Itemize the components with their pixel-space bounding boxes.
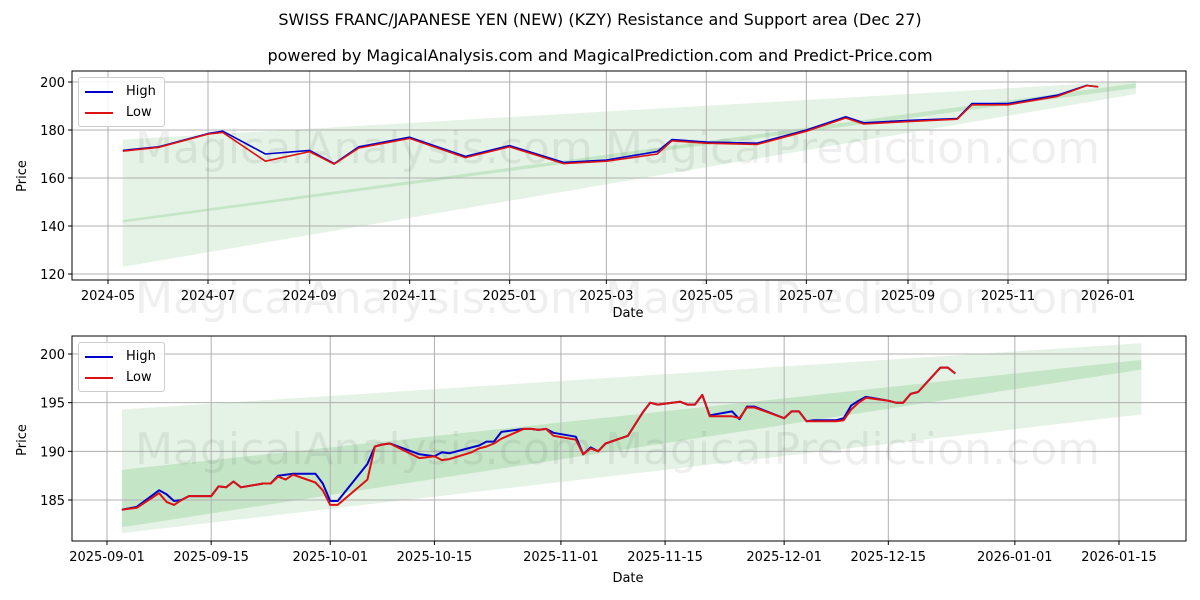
- x-tick-label: 2025-05: [679, 289, 733, 304]
- legend-label-high: High: [126, 349, 156, 364]
- top-chart: MagicalAnalysis.com MagicalPrediction.co…: [15, 70, 1187, 324]
- band-0: [121, 343, 1142, 534]
- x-tick-label: 2024-09: [282, 289, 336, 304]
- bottom-price-lines: [121, 366, 956, 511]
- x-tick-label: 2025-03: [579, 289, 633, 304]
- x-tick-label: 2026-01-15: [1081, 550, 1157, 565]
- x-tick-label: 2025-11-15: [627, 550, 703, 565]
- x-tick-label: 2025-07: [779, 289, 833, 304]
- x-tick-label: 2025-01: [482, 289, 536, 304]
- x-tick-label: 2025-10-01: [292, 550, 368, 565]
- chart-subtitle: powered by MagicalAnalysis.com and Magic…: [267, 46, 933, 65]
- watermark-bottom-2: MagicalPrediction.com: [605, 424, 1100, 475]
- bottom-y-axis-label: Price: [15, 424, 30, 456]
- bottom-axis-ticks: 185 190 195 200 2025-09-01 2025-09-15 2025-10-…: [40, 348, 1157, 565]
- high-line-swatch-icon: [85, 355, 113, 358]
- high-line-swatch-icon: [85, 90, 113, 93]
- bottom-axes-frame: [71, 335, 1187, 542]
- series-low-line: [121, 366, 956, 511]
- x-tick-label: 2025-12-15: [851, 550, 927, 565]
- x-tick-label: 2025-10-15: [397, 550, 473, 565]
- legend-item-low: Low: [85, 367, 156, 388]
- top-axes-frame: [71, 70, 1187, 281]
- y-tick-label: 180: [40, 124, 65, 139]
- x-tick-label: 2026-01: [1081, 289, 1135, 304]
- y-tick-label: 120: [40, 268, 65, 283]
- bottom-chart: MagicalAnalysis.com MagicalPrediction.co…: [15, 335, 1187, 586]
- x-tick-label: 2025-09-15: [173, 550, 249, 565]
- band-1: [122, 83, 1136, 223]
- bottom-grid: [72, 336, 1186, 541]
- legend-item-high: High: [85, 81, 156, 102]
- y-tick-label: 190: [40, 445, 65, 460]
- watermark-top-2: MagicalPrediction.com: [605, 123, 1100, 174]
- watermark-top-3: MagicalAnalysis.com: [135, 273, 593, 324]
- low-line-swatch-icon: [85, 376, 113, 379]
- band-0: [122, 80, 1136, 267]
- x-tick-label: 2026-01-01: [977, 550, 1053, 565]
- x-tick-label: 2025-11: [981, 289, 1035, 304]
- x-tick-label: 2024-07: [181, 289, 235, 304]
- top-grid: [72, 71, 1186, 280]
- watermark-top-1: MagicalAnalysis.com: [135, 123, 593, 174]
- y-tick-label: 160: [40, 172, 65, 187]
- low-line-swatch-icon: [85, 111, 113, 114]
- x-tick-label: 2024-05: [81, 289, 135, 304]
- band-1: [121, 359, 1142, 528]
- y-tick-label: 200: [40, 76, 65, 91]
- series-low-line: [122, 84, 1099, 165]
- x-tick-label: 2024-11: [382, 289, 436, 304]
- legend-item-low: Low: [85, 102, 156, 123]
- top-x-axis-label: Date: [612, 306, 643, 321]
- y-tick-label: 200: [40, 348, 65, 363]
- y-tick-label: 195: [40, 397, 65, 412]
- watermark-top-4: MagicalPrediction.com: [605, 273, 1100, 324]
- top-price-lines: [122, 84, 1099, 165]
- top-legend: High Low: [78, 77, 165, 127]
- legend-label-high: High: [126, 84, 156, 99]
- y-tick-label: 185: [40, 494, 65, 509]
- bottom-legend: High Low: [78, 342, 165, 392]
- chart-title: SWISS FRANC/JAPANESE YEN (NEW) (KZY) Res…: [278, 10, 922, 29]
- x-tick-label: 2025-09: [881, 289, 935, 304]
- legend-label-low: Low: [126, 105, 152, 120]
- y-tick-label: 140: [40, 220, 65, 235]
- x-tick-label: 2025-11-01: [523, 550, 599, 565]
- top-axis-ticks: 120 140 160 180 200 2024-05 2024-07 2024-09 2024…: [40, 76, 1135, 304]
- bottom-support-resistance-bands: [121, 343, 1142, 534]
- top-support-resistance-bands: [122, 80, 1136, 267]
- x-tick-label: 2025-12-01: [746, 550, 822, 565]
- top-y-axis-label: Price: [15, 160, 30, 192]
- bottom-x-axis-label: Date: [612, 571, 643, 586]
- legend-item-high: High: [85, 346, 156, 367]
- x-tick-label: 2025-09-01: [69, 550, 145, 565]
- legend-label-low: Low: [126, 370, 152, 385]
